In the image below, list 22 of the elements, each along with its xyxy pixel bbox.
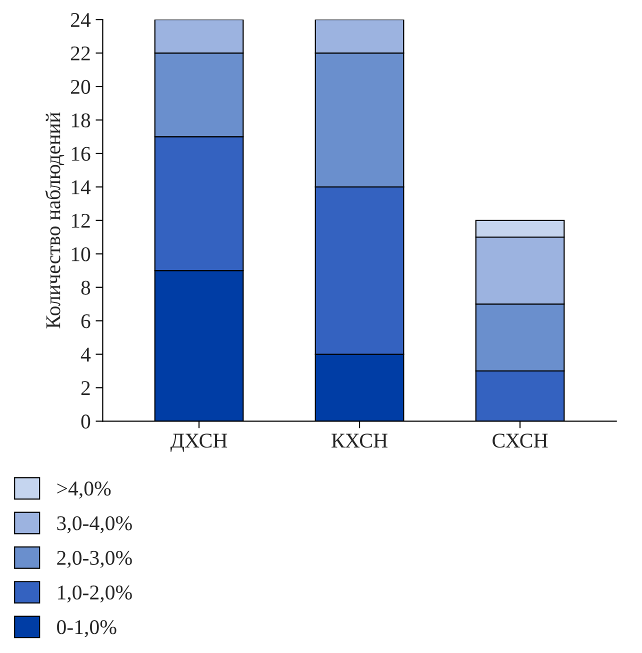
legend-label: 2,0-3,0% xyxy=(57,550,132,568)
y-tick-label: 6 xyxy=(81,314,90,328)
y-tick-label: 24 xyxy=(70,13,91,27)
y-tick-label: 16 xyxy=(72,146,90,161)
y-tick-label: 8 xyxy=(81,280,90,295)
y-tick-label: 14 xyxy=(72,180,91,194)
y-tick-label: 0 xyxy=(81,414,90,429)
y-tick-label: 2 xyxy=(81,381,90,395)
y-tick-label: 12 xyxy=(72,214,90,228)
legend-label: >4,0% xyxy=(57,482,111,499)
y-tick-label: 20 xyxy=(70,80,90,94)
y-tick-label: 10 xyxy=(72,247,90,262)
legend-label: 1,0-2,0% xyxy=(58,585,132,603)
x-tick-label: СХСН xyxy=(492,434,548,448)
legend-label: 0-1,0% xyxy=(57,620,116,638)
y-tick-label: 22 xyxy=(70,46,90,60)
legend-label: 3,0-4,0% xyxy=(57,516,132,534)
y-tick-label: 4 xyxy=(80,348,91,362)
y-tick-label: 18 xyxy=(72,113,90,128)
y-axis-title: Количество наблюдений xyxy=(45,112,64,328)
x-tick-label: КХСН xyxy=(332,434,388,448)
x-tick-label: ДХСН xyxy=(170,434,228,452)
